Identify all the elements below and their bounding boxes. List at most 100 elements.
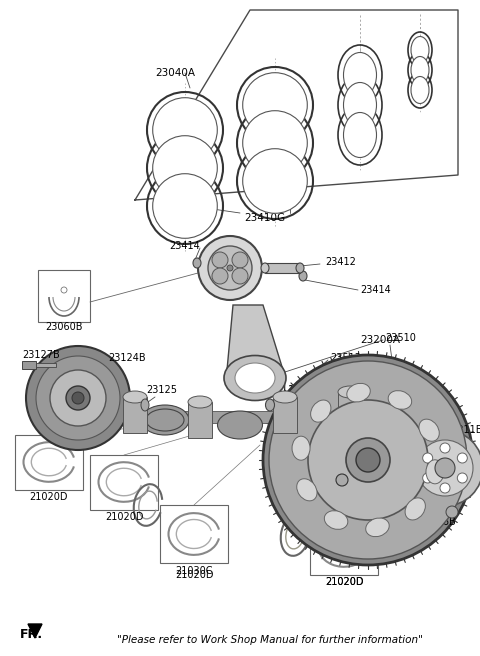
Ellipse shape [193,258,201,268]
Ellipse shape [324,511,348,529]
Circle shape [208,246,252,290]
Circle shape [66,386,90,410]
Ellipse shape [299,271,307,281]
Circle shape [72,392,84,404]
Circle shape [308,400,428,520]
Ellipse shape [273,391,297,403]
Ellipse shape [411,77,429,104]
Circle shape [336,474,348,486]
Circle shape [61,287,67,293]
Circle shape [457,473,468,483]
Text: "Please refer to Work Shop Manual for further information": "Please refer to Work Shop Manual for fu… [117,635,423,645]
Circle shape [153,136,217,200]
Circle shape [263,355,473,565]
Circle shape [232,268,248,284]
Ellipse shape [297,479,317,501]
Circle shape [417,440,473,496]
Circle shape [36,356,120,440]
Bar [160,505,228,563]
Ellipse shape [146,409,184,431]
Circle shape [446,506,458,518]
Bar [135,411,200,423]
Circle shape [153,98,217,162]
Text: 21020D: 21020D [325,577,363,587]
Ellipse shape [344,83,376,127]
Circle shape [243,73,307,137]
Ellipse shape [338,386,362,398]
Text: 23412: 23412 [325,257,356,267]
Bar [285,406,350,418]
Ellipse shape [411,37,429,64]
Text: 23513: 23513 [330,353,361,363]
Ellipse shape [419,419,439,441]
Ellipse shape [292,436,310,461]
Text: 21020D: 21020D [30,492,68,502]
Ellipse shape [188,396,212,408]
Circle shape [440,443,450,453]
Polygon shape [28,624,42,638]
Circle shape [232,252,248,268]
Bar [15,435,83,490]
Circle shape [457,453,468,463]
Circle shape [407,430,480,506]
Circle shape [26,346,130,450]
Text: 23311B: 23311B [445,425,480,435]
Text: 23124B: 23124B [108,353,145,363]
Text: 23410G: 23410G [244,213,286,223]
Ellipse shape [311,400,331,422]
Ellipse shape [411,56,429,83]
Ellipse shape [261,263,269,273]
Text: FR.: FR. [20,628,43,642]
Ellipse shape [141,399,149,411]
Circle shape [153,174,217,238]
Ellipse shape [141,405,189,435]
Circle shape [227,265,233,271]
Text: 23510: 23510 [385,333,416,343]
Circle shape [243,149,307,213]
Circle shape [356,448,380,472]
Circle shape [50,370,106,426]
Ellipse shape [344,112,376,157]
Bar [273,397,297,433]
Bar [338,392,362,428]
Text: 21121A: 21121A [283,460,320,470]
Circle shape [212,268,228,284]
Text: 23414: 23414 [169,241,200,251]
Ellipse shape [289,405,331,431]
Text: 23200A: 23200A [360,335,400,345]
Circle shape [243,111,307,175]
Bar [22,361,36,369]
Bar [90,455,158,510]
Polygon shape [227,305,283,370]
Text: 23040A: 23040A [155,68,195,78]
Circle shape [346,438,390,482]
Text: 21030C: 21030C [175,566,213,576]
Bar [188,402,212,438]
Ellipse shape [296,263,304,273]
Ellipse shape [224,356,286,401]
Bar [310,520,378,575]
Ellipse shape [265,399,275,411]
Bar [265,263,300,273]
Text: 23226B: 23226B [418,517,456,527]
Text: 23414: 23414 [360,285,391,295]
Ellipse shape [217,411,263,439]
Text: 23111: 23111 [268,385,301,395]
Text: 21020D: 21020D [105,512,143,522]
Bar [36,363,56,367]
Ellipse shape [405,498,425,520]
Ellipse shape [426,460,444,484]
Ellipse shape [344,52,376,98]
Text: 23125: 23125 [146,385,178,395]
Circle shape [440,483,450,493]
Ellipse shape [123,391,147,403]
Circle shape [423,473,432,483]
Text: 23127B: 23127B [22,350,60,360]
Circle shape [423,453,432,463]
Ellipse shape [388,390,412,409]
Bar [200,411,285,423]
Ellipse shape [235,363,275,393]
Circle shape [198,236,262,300]
Circle shape [435,458,455,478]
Bar [38,270,90,322]
